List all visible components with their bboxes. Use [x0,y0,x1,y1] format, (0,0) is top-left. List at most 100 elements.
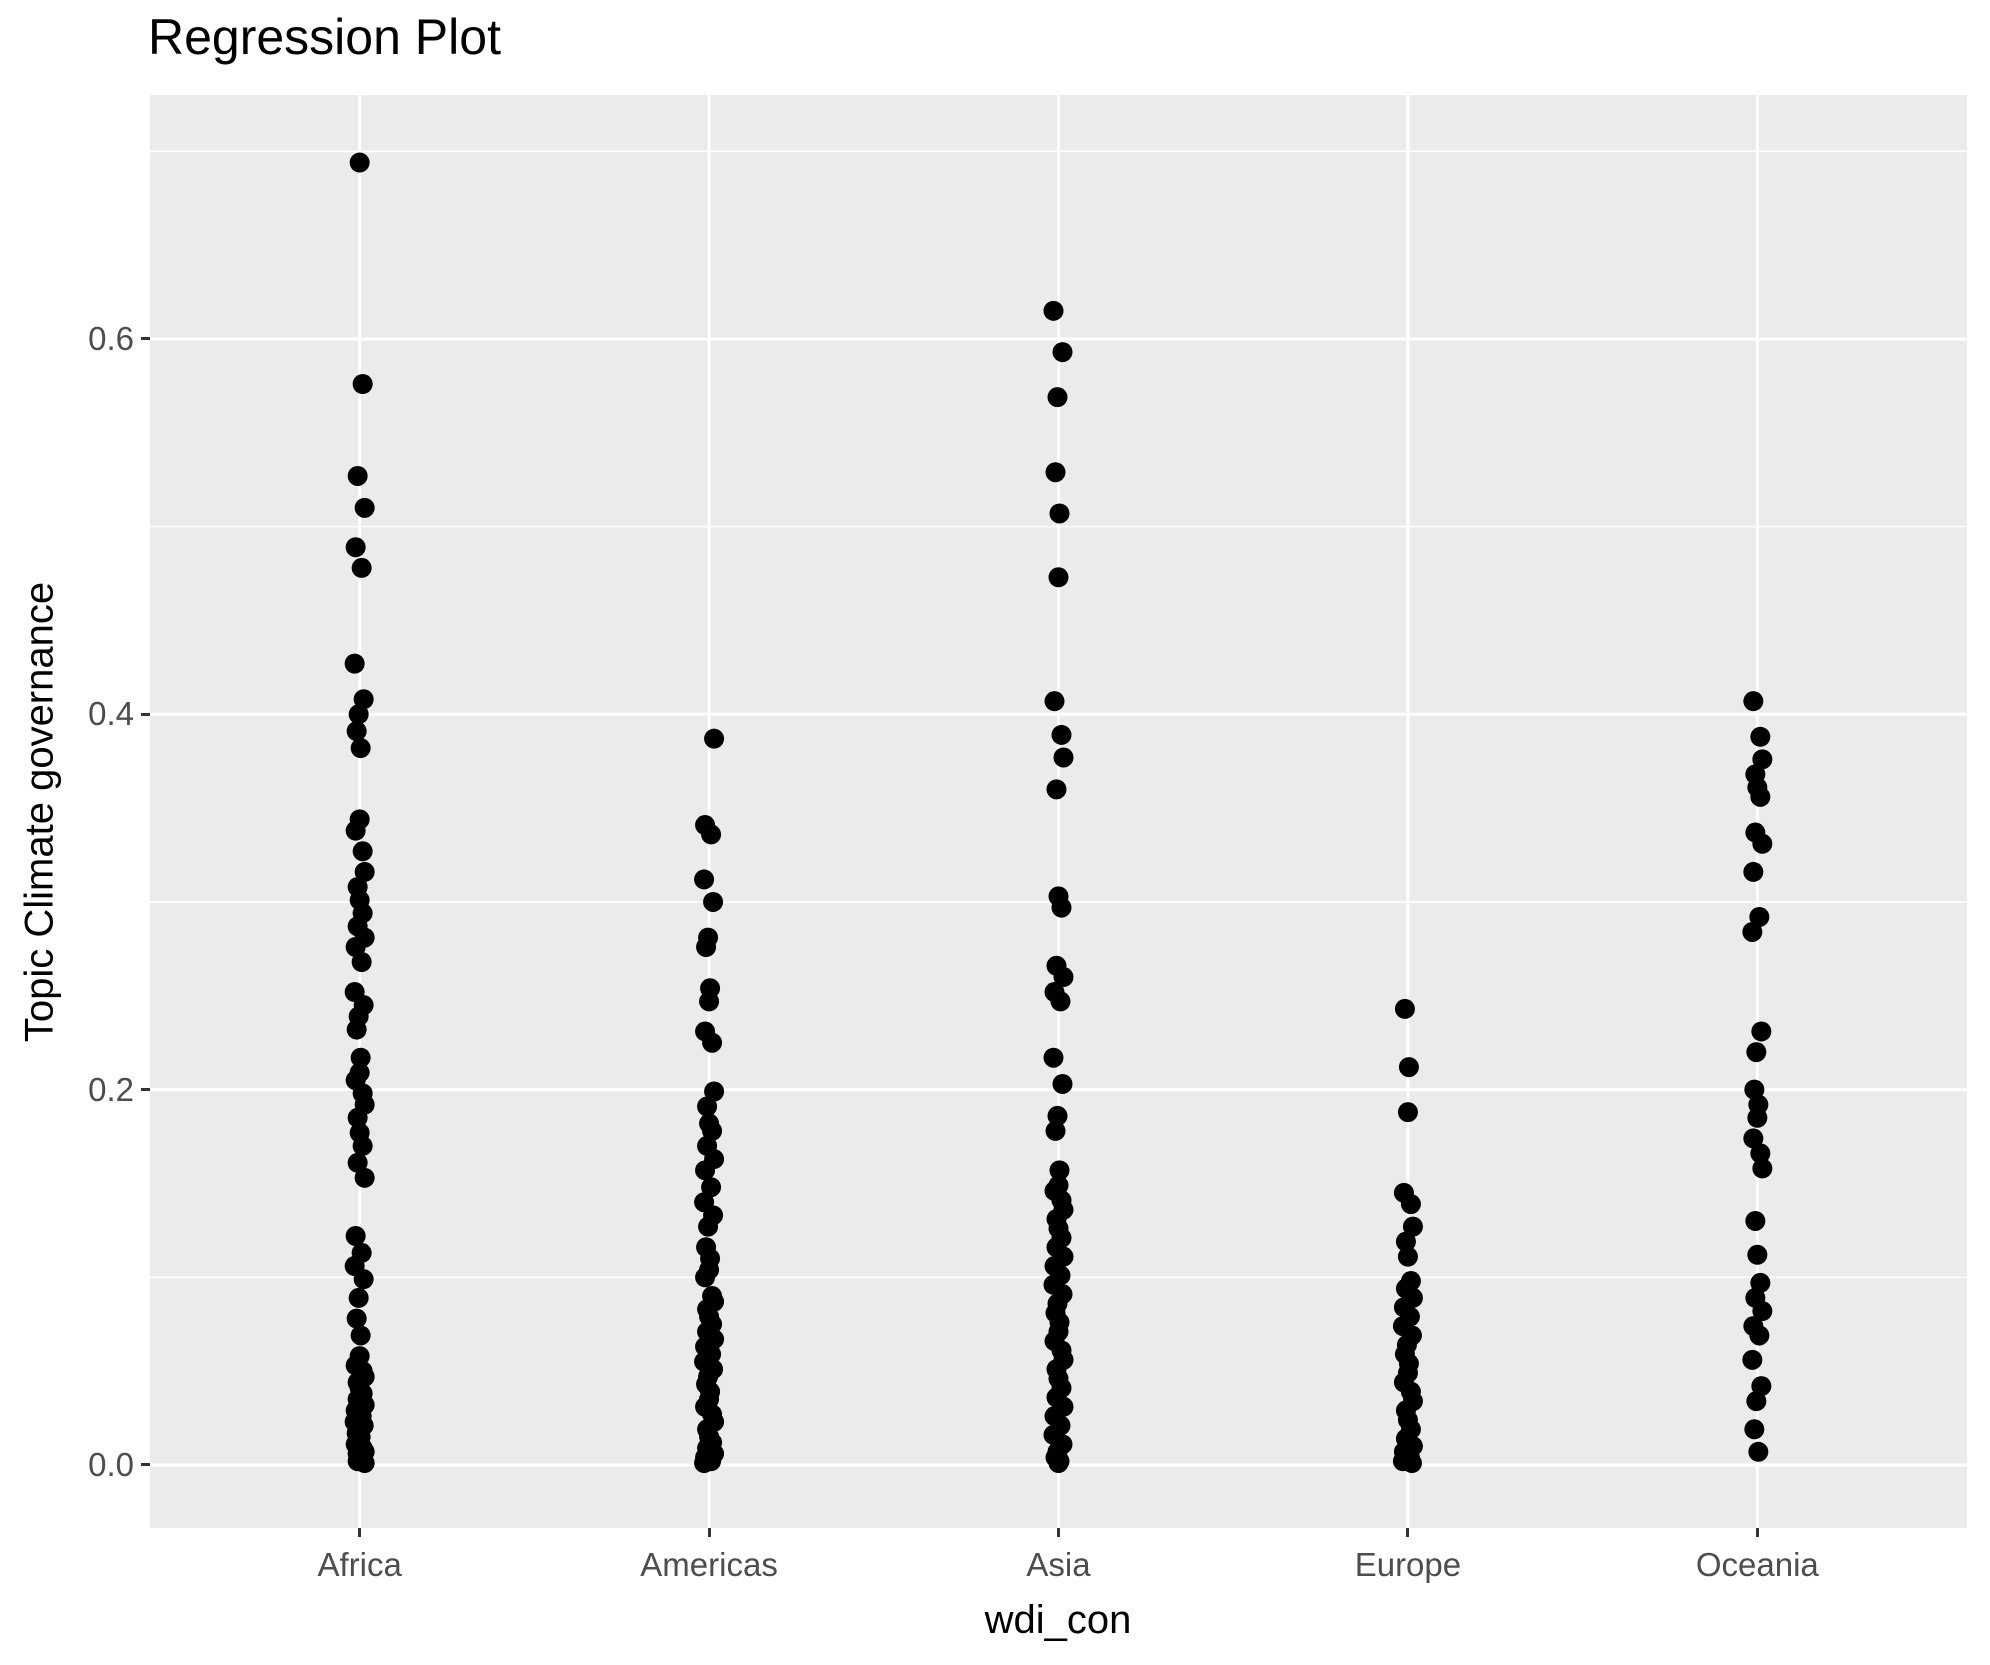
data-point [1053,747,1074,768]
x-tick-mark [358,1528,362,1537]
data-point [1746,1042,1767,1063]
data-point [1747,1107,1768,1128]
data-point [695,1267,716,1288]
data-point [694,1453,715,1474]
data-point [702,1032,723,1053]
data-point [1052,342,1073,363]
x-tick-label: Europe [1354,1546,1462,1583]
data-point [354,1453,375,1474]
data-point [1397,1246,1418,1267]
data-point [345,820,366,841]
data-point [345,537,366,558]
data-point [347,1152,368,1173]
data-point [349,152,370,173]
data-point [1745,1210,1766,1231]
plot-title: Regression Plot [148,9,501,65]
data-point [1047,1105,1068,1126]
data-point [1051,724,1072,745]
data-point [1046,779,1067,800]
data-point [350,738,371,759]
data-point [1752,833,1773,854]
data-point [696,936,717,957]
data-point [347,1107,368,1128]
x-tick-label: Oceania [1695,1546,1819,1583]
data-point [1402,1216,1423,1237]
y-tick-label: 0.6 [88,319,134,357]
data-point [1395,1231,1416,1252]
data-point [704,728,725,749]
x-tick-mark [1057,1528,1060,1537]
data-point [345,936,366,957]
data-point [1744,1419,1765,1440]
y-tick-mark [141,1088,150,1092]
data-point [1048,567,1069,588]
data-point [345,1225,366,1246]
data-point [1747,1244,1768,1265]
y-tick-mark [141,337,150,341]
data-point [699,991,720,1012]
data-point [1750,1143,1771,1164]
scatter-plot-canvas [150,95,1967,1528]
data-point [344,653,365,674]
data-point [1749,906,1770,927]
data-point [1043,1047,1064,1068]
data-point [350,1325,371,1346]
data-point [352,841,373,862]
y-tick-mark [141,1463,150,1467]
data-point [1746,1391,1767,1412]
y-tick-label: 0.4 [88,695,134,733]
data-point [1750,786,1771,807]
data-point [703,891,724,912]
data-point [1043,300,1064,321]
data-point [1743,1128,1764,1149]
data-point [1052,1073,1073,1094]
data-point [1053,967,1074,988]
data-point [701,1177,722,1198]
data-point [1752,1301,1773,1322]
data-point [353,1269,374,1290]
data-point [1742,921,1763,942]
data-point [1749,1325,1770,1346]
x-tick-label: Asia [1026,1546,1091,1583]
x-axis-title: wdi_con [984,1598,1132,1642]
data-point [1400,1194,1421,1215]
data-point [1751,1021,1772,1042]
data-point [351,952,372,973]
data-point [346,1308,367,1329]
data-point [1394,998,1415,1019]
data-point [1744,1079,1765,1100]
data-point [1050,991,1071,1012]
data-point [346,721,367,742]
data-point [698,1216,719,1237]
data-point [702,1120,723,1141]
data-point [1743,861,1764,882]
data-point [704,1081,725,1102]
data-point [1397,1102,1418,1123]
data-point [695,1160,716,1181]
data-point [697,1096,718,1117]
data-point [1752,749,1773,770]
data-point [351,557,372,578]
data-point [1752,1158,1773,1179]
data-point [352,1135,373,1156]
data-point [353,689,374,710]
x-tick-label: Americas [640,1546,778,1583]
y-tick-label: 0.2 [88,1070,134,1108]
y-tick-label: 0.0 [88,1445,134,1483]
data-point [1750,726,1771,747]
x-tick-mark [1406,1528,1410,1537]
data-point [1751,1376,1772,1397]
y-tick-mark [141,712,150,716]
data-point [1048,1453,1069,1474]
data-point [1051,897,1072,918]
data-point [348,1287,369,1308]
data-point [1742,1349,1763,1370]
x-tick-mark [707,1528,711,1537]
data-point [1049,1160,1070,1181]
data-point [1049,503,1070,524]
data-point [701,824,722,845]
y-axis-title-text: Topic Climate governance [17,581,62,1043]
data-point [1045,1120,1066,1141]
data-point [1398,1057,1419,1078]
